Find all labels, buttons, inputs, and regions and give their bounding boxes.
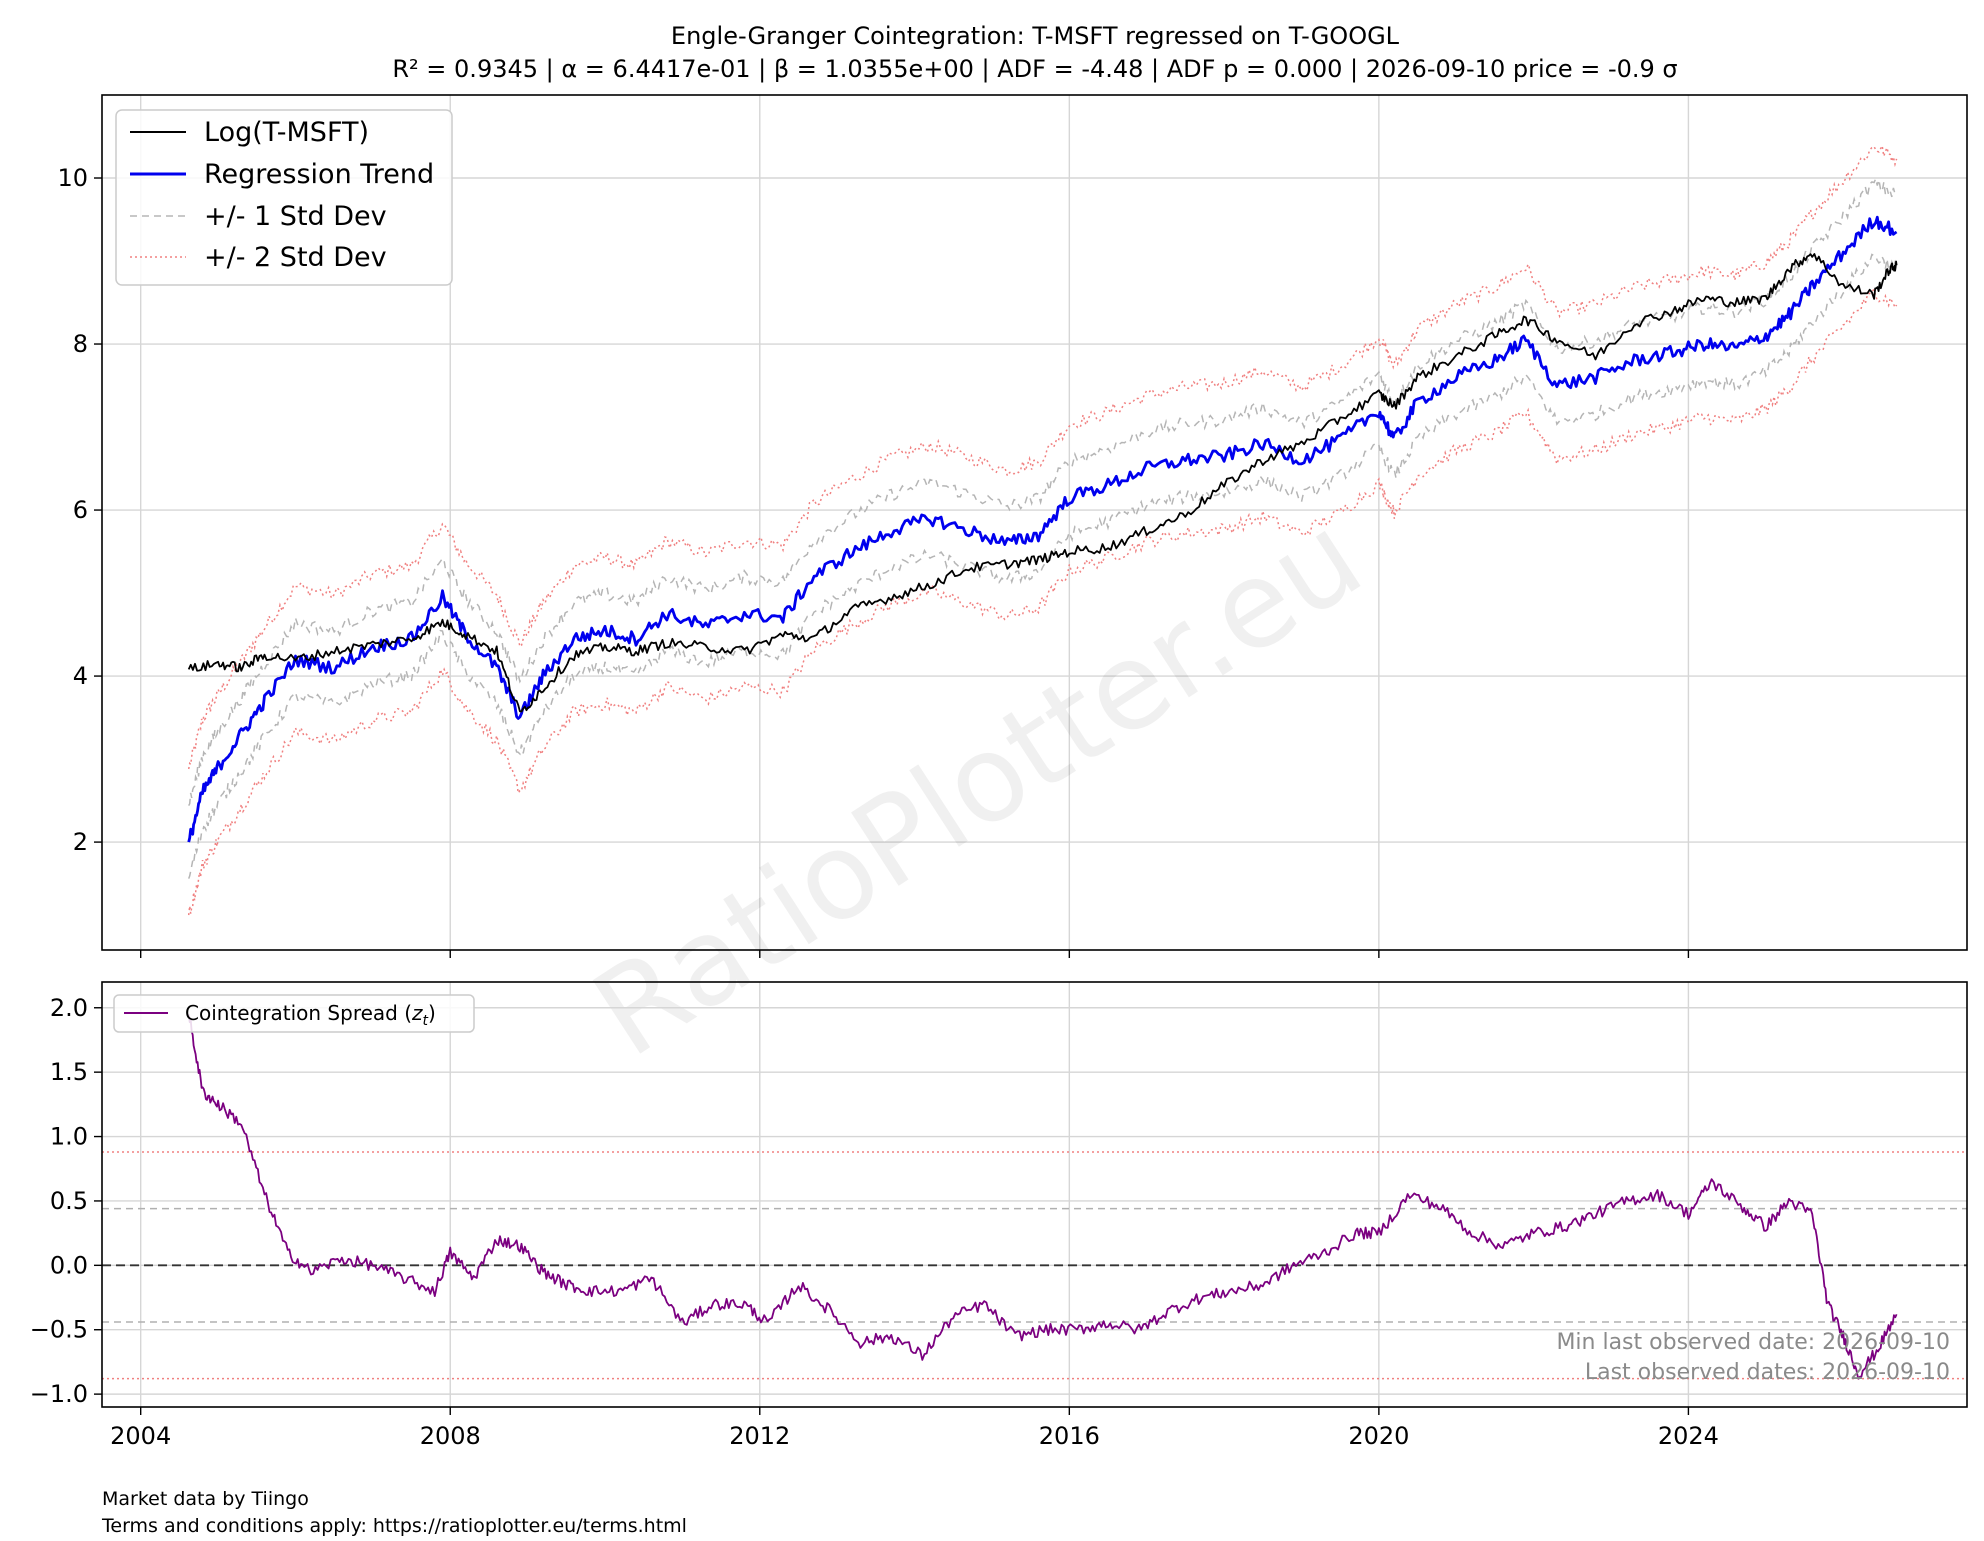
bottom-panel-frame bbox=[101, 981, 1968, 1408]
top-y-tick-label: 4 bbox=[73, 662, 88, 690]
bottom-panel-series bbox=[187, 1014, 1898, 1380]
bottom-x-tick-label: 2024 bbox=[1658, 1422, 1719, 1450]
legend-label-spread: Cointegration Spread (zt) bbox=[185, 1001, 436, 1029]
series-regression-trend bbox=[187, 215, 1898, 843]
legend-label-1-std-dev: +/- 1 Std Dev bbox=[204, 201, 387, 232]
legend-label-2-std-dev: +/- 2 Std Dev bbox=[204, 242, 387, 273]
top-panel-frame bbox=[101, 94, 1968, 951]
legend-label-log-msft: Log(T-MSFT) bbox=[204, 117, 369, 148]
bottom-x-tick-label: 2012 bbox=[729, 1422, 790, 1450]
watermark: RatioPlotter.eu bbox=[570, 488, 1385, 1085]
top-panel-y-ticks: 2 4 6 8 10 bbox=[57, 164, 102, 856]
bottom-y-tick-label: 0.0 bbox=[50, 1251, 88, 1279]
band-plus-1sd bbox=[188, 176, 1898, 806]
bottom-legend-box bbox=[113, 994, 475, 1033]
top-panel-x-ticks bbox=[139, 950, 1690, 958]
top-panel-series bbox=[187, 215, 1898, 843]
bottom-x-tick-label: 2020 bbox=[1348, 1422, 1409, 1450]
top-panel-bands bbox=[187, 143, 1898, 916]
footer-terms: Terms and conditions apply: https://rati… bbox=[101, 1515, 687, 1537]
bottom-panel-y-ticks: −1.0 −0.5 0.0 0.5 1.0 1.5 2.0 bbox=[30, 994, 102, 1408]
bottom-panel-x-ticks: 2004 2008 2012 2016 2020 2024 bbox=[110, 1407, 1719, 1450]
bottom-x-tick-label: 2008 bbox=[420, 1422, 481, 1450]
top-legend: Log(T-MSFT) Regression Trend +/- 1 Std D… bbox=[115, 109, 453, 286]
bottom-panel-reference-lines bbox=[102, 1151, 1967, 1380]
bottom-x-tick-label: 2016 bbox=[1039, 1422, 1100, 1450]
chart-subtitle: R² = 0.9345 | α = 6.4417e-01 | β = 1.035… bbox=[392, 55, 1677, 83]
top-legend-box bbox=[115, 109, 453, 286]
bottom-legend: Cointegration Spread (zt) bbox=[113, 994, 475, 1033]
top-y-tick-label: 8 bbox=[73, 330, 88, 358]
series-log-msft bbox=[187, 253, 1898, 713]
bottom-y-tick-label: 2.0 bbox=[50, 994, 88, 1022]
top-y-tick-label: 10 bbox=[57, 164, 88, 192]
bottom-y-tick-label: 1.0 bbox=[50, 1123, 88, 1151]
bottom-y-tick-label: −0.5 bbox=[30, 1316, 88, 1344]
footer-data-source: Market data by Tiingo bbox=[102, 1488, 309, 1510]
series-cointegration-spread bbox=[187, 1014, 1898, 1380]
top-y-tick-label: 2 bbox=[73, 828, 88, 856]
legend-label-regression-trend: Regression Trend bbox=[204, 159, 434, 190]
chart-title: Engle-Granger Cointegration: T-MSFT regr… bbox=[671, 22, 1400, 50]
annotation-min-last-observed: Min last observed date: 2026-09-10 bbox=[1556, 1330, 1950, 1355]
bottom-y-tick-label: −1.0 bbox=[30, 1380, 88, 1408]
annotation-last-observed: Last observed dates: 2026-09-10 bbox=[1585, 1360, 1950, 1385]
band-minus-2sd bbox=[187, 288, 1898, 916]
top-y-tick-label: 6 bbox=[73, 496, 88, 524]
bottom-x-tick-label: 2004 bbox=[110, 1422, 171, 1450]
bottom-y-tick-label: 1.5 bbox=[50, 1058, 88, 1086]
bottom-y-tick-label: 0.5 bbox=[50, 1187, 88, 1215]
